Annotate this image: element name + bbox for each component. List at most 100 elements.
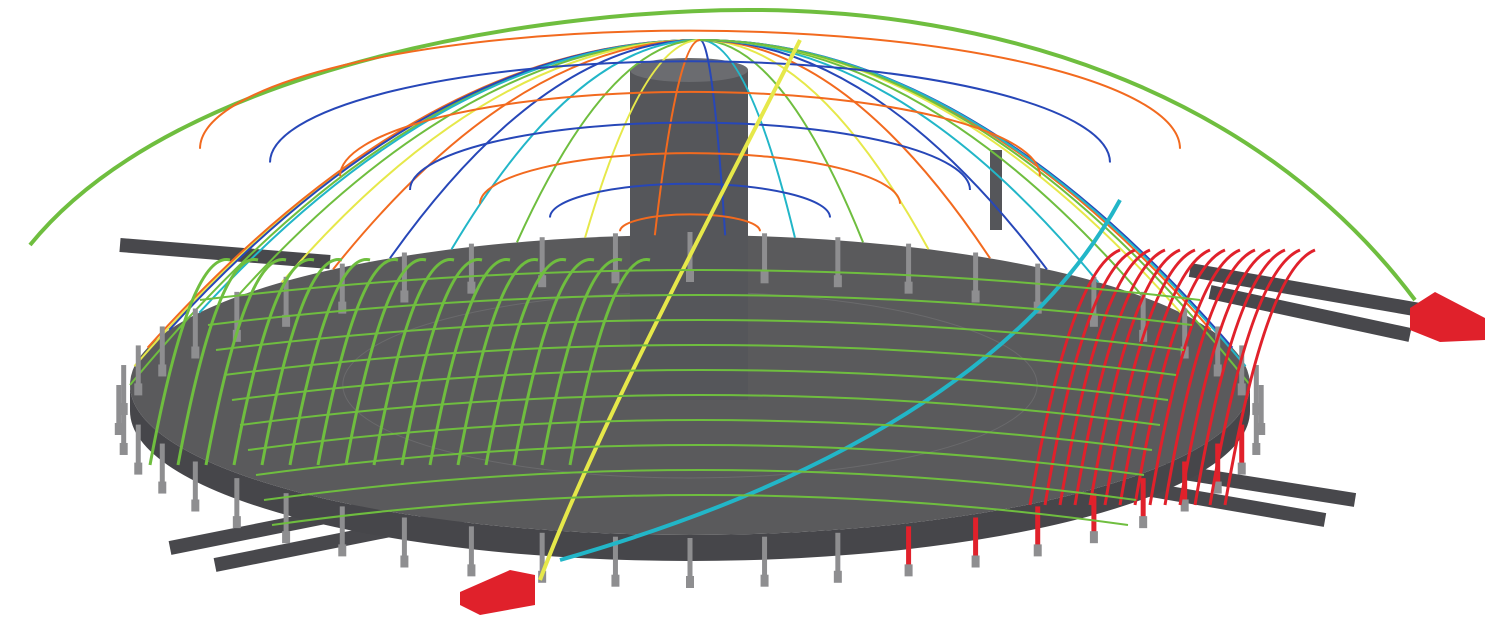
left-vault-rib-1	[176, 258, 259, 466]
left-vault-rib-0	[148, 258, 231, 466]
rear-ring-1	[619, 213, 761, 232]
front-grid-ring-3	[223, 344, 1177, 376]
front-grid-ring-1	[207, 294, 1193, 326]
red-vault-rib-8	[1148, 248, 1241, 506]
red-vault-rib-5	[1103, 248, 1196, 506]
left-vault-rib-11	[456, 258, 539, 466]
column-base-28	[191, 346, 200, 359]
left-vault-rib-5	[288, 258, 371, 466]
front-grid-ring-9	[271, 494, 1129, 526]
column-base-38	[833, 275, 842, 288]
front-grid-ring-7	[255, 444, 1145, 476]
rear-roof-members	[28, 7, 1417, 386]
left-vault-rib-8	[372, 258, 455, 466]
rear-rib-9	[450, 39, 701, 250]
column-base-25	[119, 403, 128, 416]
left-vault-rib-15	[568, 258, 651, 466]
column-base-7	[1033, 544, 1042, 557]
rear-ring-4	[409, 121, 971, 191]
rear-rib-10	[516, 39, 701, 243]
red-vault-rib-4	[1088, 248, 1181, 506]
column-base-22	[134, 462, 143, 475]
ground-beam-2	[1163, 463, 1357, 507]
column-base-10	[833, 570, 842, 583]
column-base-40	[971, 290, 980, 303]
column-base-23	[119, 442, 128, 455]
column-base-39	[904, 281, 913, 294]
rear-ring-3	[479, 152, 901, 204]
column-base-15	[467, 564, 476, 577]
ground-beam-5	[1208, 285, 1412, 342]
front-grid-ring-6	[247, 419, 1153, 451]
column-base-21	[158, 481, 167, 494]
front-grid-ring-0	[199, 269, 1201, 301]
column-base-27	[158, 364, 167, 377]
left-vault-rib-3	[232, 258, 315, 466]
dome-outline	[28, 7, 1417, 302]
column-base-20	[191, 499, 200, 512]
support-block-front	[460, 570, 535, 615]
column-base-31	[338, 301, 347, 314]
support-block-right	[1410, 292, 1485, 342]
rear-column	[990, 150, 1002, 230]
column-base-42	[1089, 314, 1098, 327]
rear-ring-6	[269, 60, 1111, 163]
rear-rib-7	[332, 39, 701, 271]
column-base-46	[1237, 383, 1246, 396]
front-grid-ring-5	[239, 394, 1161, 426]
front-grid-ring-8	[263, 469, 1137, 501]
front-grid-ring-2	[215, 319, 1185, 351]
column-base-37	[760, 271, 769, 284]
column-base-36	[686, 270, 694, 282]
left-vault-rib-14	[540, 258, 623, 466]
rear-rib-8	[389, 39, 701, 259]
red-vault-rib-6	[1118, 248, 1211, 506]
rear-ring-2	[549, 182, 831, 218]
left-vault-rib-2	[204, 258, 287, 466]
red-vault-rib-13	[1223, 248, 1316, 506]
red-vault-rib-3	[1073, 248, 1166, 506]
column-base-24	[114, 423, 123, 435]
column-base-13	[611, 574, 620, 587]
column-base-18	[282, 531, 291, 544]
red-support-blocks	[460, 292, 1485, 615]
red-vault-rib-10	[1178, 248, 1271, 506]
rear-ring-7	[199, 29, 1181, 149]
ground-beam-6	[119, 238, 331, 269]
column-base-9	[904, 564, 913, 577]
column-base-1	[1252, 442, 1261, 455]
column-base-17	[338, 544, 347, 557]
slab-rim	[130, 385, 1250, 561]
left-vault-rib-10	[428, 258, 511, 466]
column-base-32	[400, 290, 409, 303]
rear-rib-17	[699, 39, 991, 259]
yellow-diagonal-arch	[538, 39, 802, 581]
column-base-16	[400, 555, 409, 568]
front-grid-ring-4	[231, 369, 1169, 401]
column-base-12	[686, 576, 694, 588]
front-roof-members	[148, 39, 1316, 581]
column-base-47	[1252, 403, 1261, 416]
left-vault-rib-4	[260, 258, 343, 466]
red-vault-rib-2	[1058, 248, 1151, 506]
column-base-2	[1237, 462, 1246, 475]
ground-beam-3	[1138, 481, 1327, 527]
red-vault-rib-0	[1028, 248, 1121, 506]
column-base-45	[1213, 364, 1222, 377]
column-base-34	[538, 275, 547, 288]
rear-rib-12	[653, 39, 701, 236]
red-vault-rib-12	[1208, 248, 1301, 506]
column-base-5	[1139, 516, 1148, 529]
column-base-0	[1257, 423, 1266, 435]
red-vault-rib-9	[1163, 248, 1256, 506]
rear-ring-5	[339, 90, 1041, 177]
column-base-19	[232, 516, 241, 529]
column-base-3	[1213, 481, 1222, 494]
column-base-6	[1089, 531, 1098, 544]
column-base-11	[760, 574, 769, 587]
column-base-8	[971, 555, 980, 568]
red-vault-rib-11	[1193, 248, 1286, 506]
column-base-35	[611, 271, 620, 284]
column-base-30	[282, 314, 291, 327]
